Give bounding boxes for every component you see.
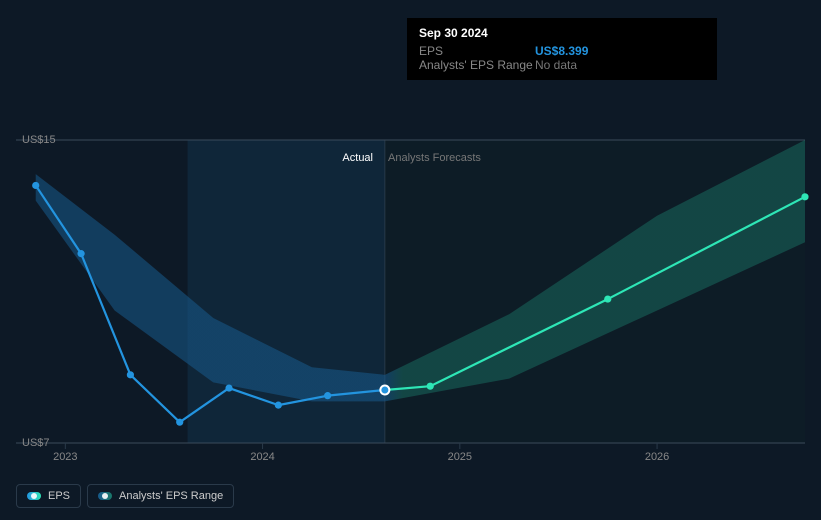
legend-item[interactable]: EPS (16, 484, 81, 508)
legend-label: Analysts' EPS Range (119, 490, 223, 502)
x-axis-label: 2025 (448, 451, 472, 463)
tooltip-label: Analysts' EPS Range (419, 58, 535, 72)
tooltip-row: EPSUS$8.399 (419, 44, 705, 58)
legend-swatch (98, 492, 112, 500)
chart-tooltip: Sep 30 2024 EPSUS$8.399Analysts' EPS Ran… (407, 18, 717, 80)
x-axis-label: 2023 (53, 451, 77, 463)
legend-item[interactable]: Analysts' EPS Range (87, 484, 234, 508)
tooltip-date: Sep 30 2024 (419, 26, 705, 40)
legend-label: EPS (48, 490, 70, 502)
tooltip-label: EPS (419, 44, 535, 58)
y-axis-label: US$15 (22, 134, 56, 146)
x-axis-label: 2026 (645, 451, 669, 463)
x-axis-label: 2024 (250, 451, 274, 463)
region-label-forecast: Analysts Forecasts (388, 152, 481, 164)
tooltip-value: No data (535, 58, 577, 72)
region-label-actual: Actual (342, 152, 373, 164)
tooltip-value: US$8.399 (535, 44, 588, 58)
y-axis-label: US$7 (22, 437, 50, 449)
tooltip-row: Analysts' EPS RangeNo data (419, 58, 705, 72)
chart-legend: EPS Analysts' EPS Range (16, 484, 234, 508)
eps-chart[interactable]: Actual Analysts Forecasts US$15 US$7 2023… (16, 118, 805, 478)
legend-swatch (27, 492, 41, 500)
